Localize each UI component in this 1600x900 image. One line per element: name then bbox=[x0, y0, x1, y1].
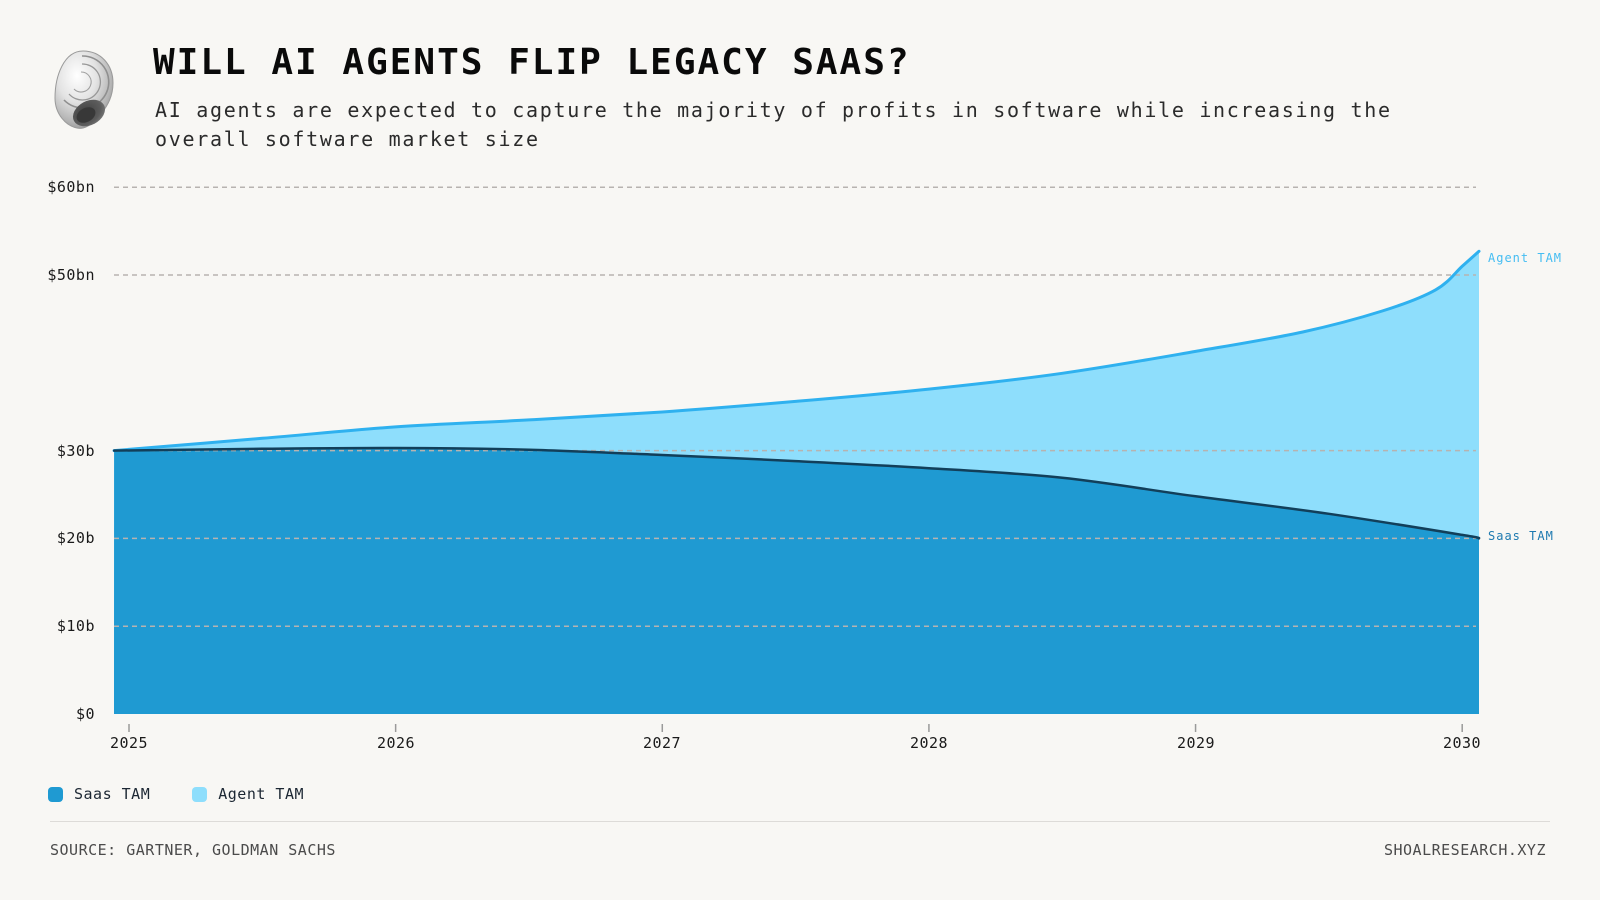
agent-tam-swatch-icon bbox=[192, 786, 208, 802]
legend-label-agent: Agent TAM bbox=[218, 785, 305, 803]
x-axis-label-2025: 2025 bbox=[109, 734, 149, 752]
agent-tam-end-label: Agent TAM bbox=[1488, 251, 1563, 265]
y-axis-label-20: $20b bbox=[56, 529, 95, 547]
page-subtitle: AI agents are expected to capture the ma… bbox=[155, 98, 1392, 151]
y-axis-label-0: $0 bbox=[75, 705, 95, 723]
saas-tam-line bbox=[112, 446, 1481, 540]
y-axis-label-50: $50bn bbox=[47, 266, 95, 284]
y-axis-label-30: $30b bbox=[56, 442, 95, 460]
x-axis-label-2028: 2028 bbox=[909, 734, 949, 752]
y-axis-label-60: $60bn bbox=[47, 178, 95, 196]
legend-item-agent-tam: Agent TAM bbox=[192, 785, 304, 803]
legend-item-saas-tam: Saas TAM bbox=[48, 785, 150, 803]
saas-tam-swatch-icon bbox=[48, 786, 63, 802]
brand-url: SHOALRESEARCH.XYZ bbox=[1383, 841, 1546, 859]
legend-label-saas: Saas TAM bbox=[74, 785, 151, 803]
saas-tam-end-label: Saas TAM bbox=[1488, 529, 1554, 543]
x-axis-label-2027: 2027 bbox=[642, 734, 682, 752]
source-credit: SOURCE: GARTNER, GOLDMAN SACHS bbox=[50, 841, 336, 859]
page-title: WILL AI AGENTS FLIP LEGACY SAAS? bbox=[153, 42, 911, 83]
shell-logo-icon bbox=[46, 48, 122, 136]
tam-area-chart bbox=[112, 186, 1481, 732]
x-axis-label-2030: 2030 bbox=[1442, 734, 1482, 752]
footer-divider bbox=[50, 821, 1550, 822]
saas-tam-area bbox=[114, 447, 1480, 714]
x-axis-label-2029: 2029 bbox=[1176, 734, 1216, 752]
chart-legend: Saas TAM Agent TAM bbox=[48, 785, 304, 803]
x-axis-label-2026: 2026 bbox=[376, 734, 416, 752]
y-axis-label-10: $10b bbox=[56, 617, 95, 635]
agent-tam-line bbox=[112, 249, 1481, 453]
